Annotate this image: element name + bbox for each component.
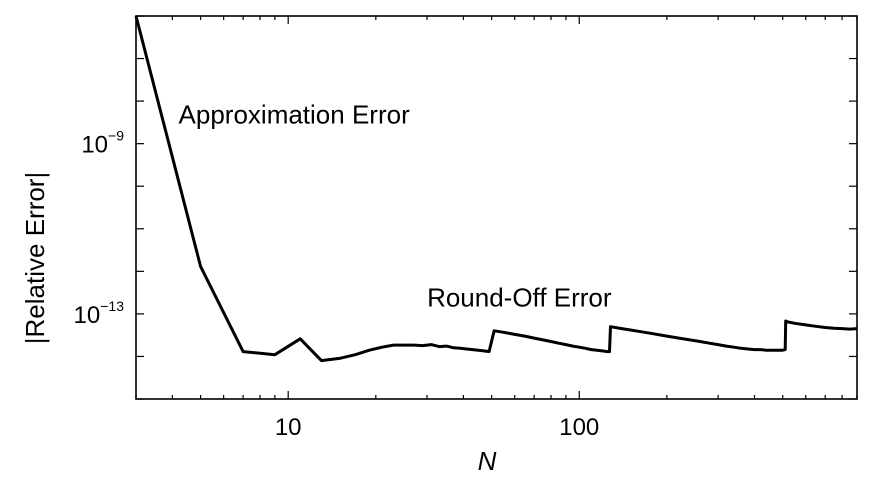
- y-tick-label: 10−9: [81, 128, 124, 159]
- annotation-label: Approximation Error: [179, 99, 411, 129]
- series-line-1: [134, 15, 858, 363]
- x-tick-label: 10: [275, 414, 302, 441]
- series-layer: [134, 15, 858, 363]
- tick-labels: 10 100 10−9 10−13: [74, 128, 600, 441]
- annotation-label: Round-Off Error: [427, 282, 612, 312]
- y-axis-title: |Relative Error|: [20, 172, 50, 344]
- annotations: Approximation Error Round-Off Error: [179, 99, 612, 312]
- plot-frame: [135, 15, 858, 400]
- x-tick-label: 100: [559, 414, 599, 441]
- x-axis-title: N: [478, 446, 497, 476]
- tick-marks: [135, 15, 858, 400]
- y-tick-label: 10−13: [74, 298, 125, 329]
